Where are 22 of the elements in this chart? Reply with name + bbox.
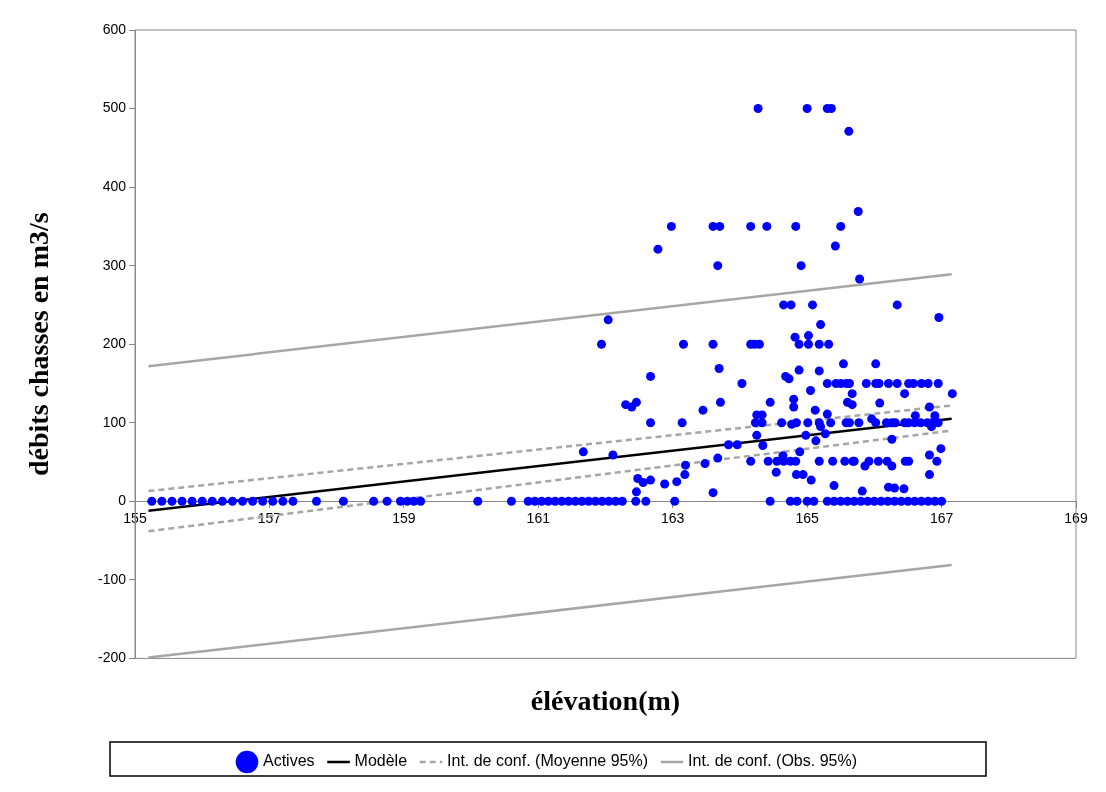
y-tick-label: 400 xyxy=(102,177,127,194)
x-tick-label: 155 xyxy=(123,509,147,526)
x-tick-label: 165 xyxy=(795,509,820,526)
y-tick-label: 300 xyxy=(102,256,127,273)
y-tick-label: 100 xyxy=(102,413,127,430)
y-tick-label: 600 xyxy=(102,20,127,37)
x-tick-label: 163 xyxy=(661,509,685,526)
x-tick-label: 159 xyxy=(392,509,416,526)
y-axis-title: débits chasses en m3/s xyxy=(23,212,55,477)
legend-label: Int. de conf. (Obs. 95%) xyxy=(688,752,858,770)
y-tick-label: 500 xyxy=(102,99,127,116)
legend-label: Actives xyxy=(262,752,315,770)
legend-label: Int. de conf. (Moyenne 95%) xyxy=(447,752,649,770)
y-tick-label: -200 xyxy=(97,649,127,666)
legend-label: Modèle xyxy=(354,752,408,770)
y-tick-label: 200 xyxy=(102,335,127,352)
x-tick-label: 167 xyxy=(929,509,954,526)
y-tick-label: -100 xyxy=(97,570,127,587)
x-axis-title: élévation(m) xyxy=(530,685,681,717)
y-tick-label: 0 xyxy=(118,492,127,509)
x-tick-label: 169 xyxy=(1064,509,1088,526)
x-tick-label: 161 xyxy=(526,509,551,526)
